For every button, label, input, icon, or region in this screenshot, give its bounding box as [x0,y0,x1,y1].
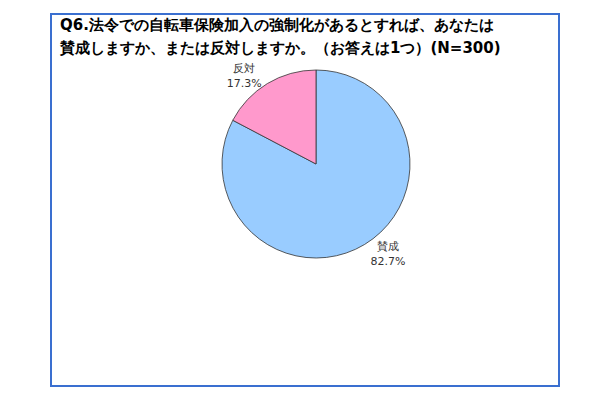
slice-value-label: 17.3% [227,77,262,90]
slice-category-label: 反対 [233,62,255,75]
background [0,0,610,400]
pie [222,70,410,258]
chart-svg: Q6.法令での自転車保険加入の強制化があるとすれば、あなたは賛成しますか、または… [0,0,610,400]
slice-value-label: 82.7% [370,255,405,268]
pie-labels: 賛成 82.7% 反対 17.3% [227,62,406,268]
chart-frame [51,14,559,386]
title-line: Q6.法令での自転車保険加入の強制化があるとすれば、あなたは [60,16,494,34]
title-line: 賛成しますか、または反対しますか。（お答えは1つ）(N=300) [59,39,501,57]
chart-title: Q6.法令での自転車保険加入の強制化があるとすれば、あなたは賛成しますか、または… [59,16,501,57]
chart-root: Q6.法令での自転車保険加入の強制化があるとすれば、あなたは賛成しますか、または… [0,0,610,400]
slice-category-label: 賛成 [377,240,399,253]
pie-slice [222,70,410,258]
